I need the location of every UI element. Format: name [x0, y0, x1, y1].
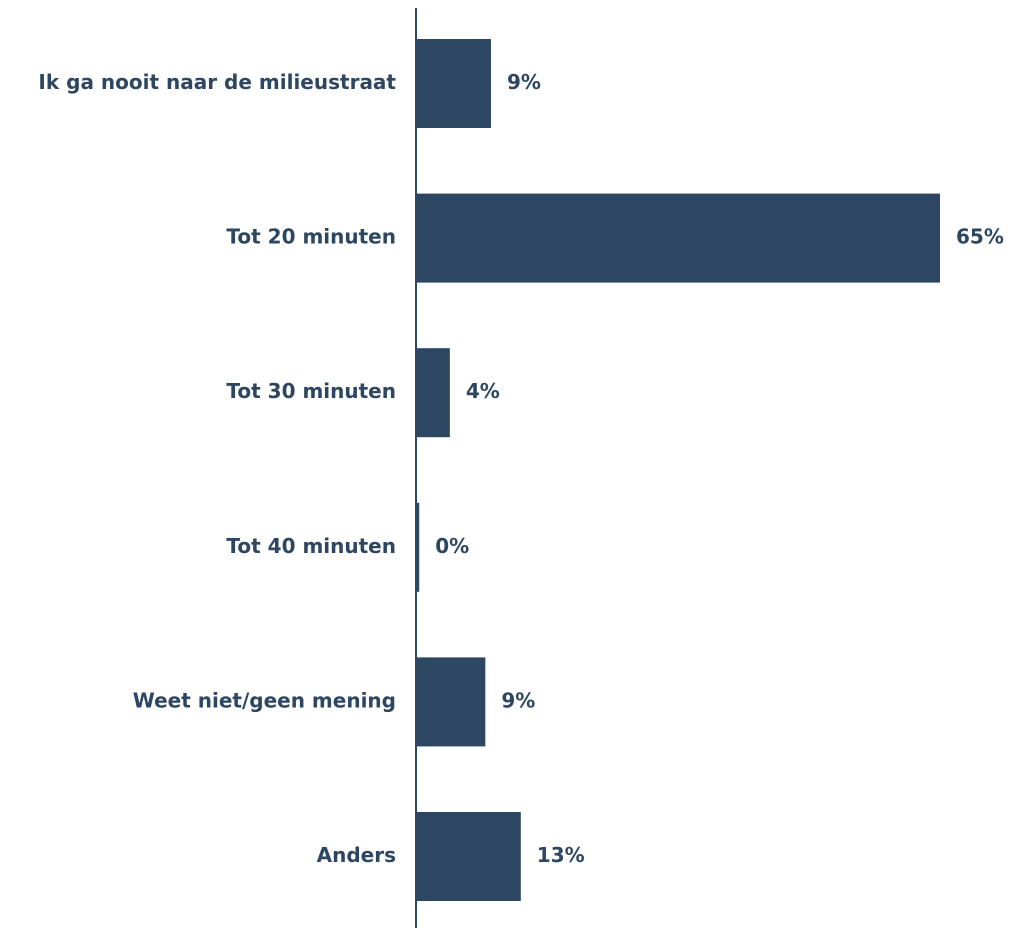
category-label: Ik ga nooit naar de milieustraat — [38, 70, 396, 94]
category-label: Tot 40 minuten — [226, 534, 396, 558]
value-label: 13% — [537, 843, 585, 867]
bar — [416, 193, 940, 283]
category-label: Anders — [317, 843, 396, 867]
value-label: 4% — [466, 379, 500, 403]
value-label: 9% — [501, 688, 535, 712]
value-label: 9% — [507, 70, 541, 94]
value-label: 0% — [435, 534, 469, 558]
labels-group: Ik ga nooit naar de milieustraat 9% Tot 20… — [38, 70, 1003, 867]
bar — [416, 657, 486, 747]
value-label: 65% — [956, 225, 1004, 249]
bar — [416, 502, 420, 592]
category-label: Weet niet/geen mening — [133, 688, 396, 712]
bar — [416, 348, 450, 438]
category-label: Tot 30 minuten — [226, 379, 396, 403]
category-label: Tot 20 minuten — [226, 225, 396, 249]
bars-group — [416, 39, 940, 901]
bar — [416, 812, 521, 901]
bar — [416, 39, 491, 128]
